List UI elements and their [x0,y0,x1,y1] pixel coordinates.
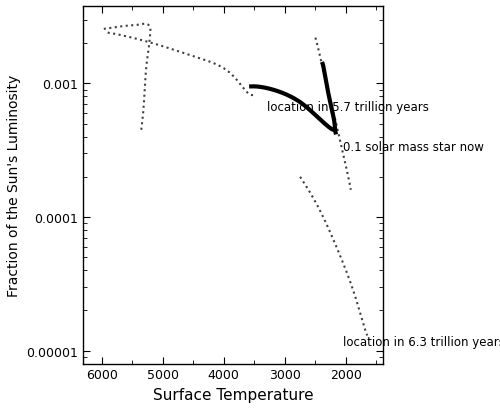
Text: location in 5.7 trillion years: location in 5.7 trillion years [266,101,428,114]
Text: 0.1 solar mass star now: 0.1 solar mass star now [343,140,484,153]
Text: location in 6.3 trillion years: location in 6.3 trillion years [343,336,500,348]
X-axis label: Surface Temperature: Surface Temperature [152,387,313,402]
Y-axis label: Fraction of the Sun's Luminosity: Fraction of the Sun's Luminosity [7,74,21,296]
